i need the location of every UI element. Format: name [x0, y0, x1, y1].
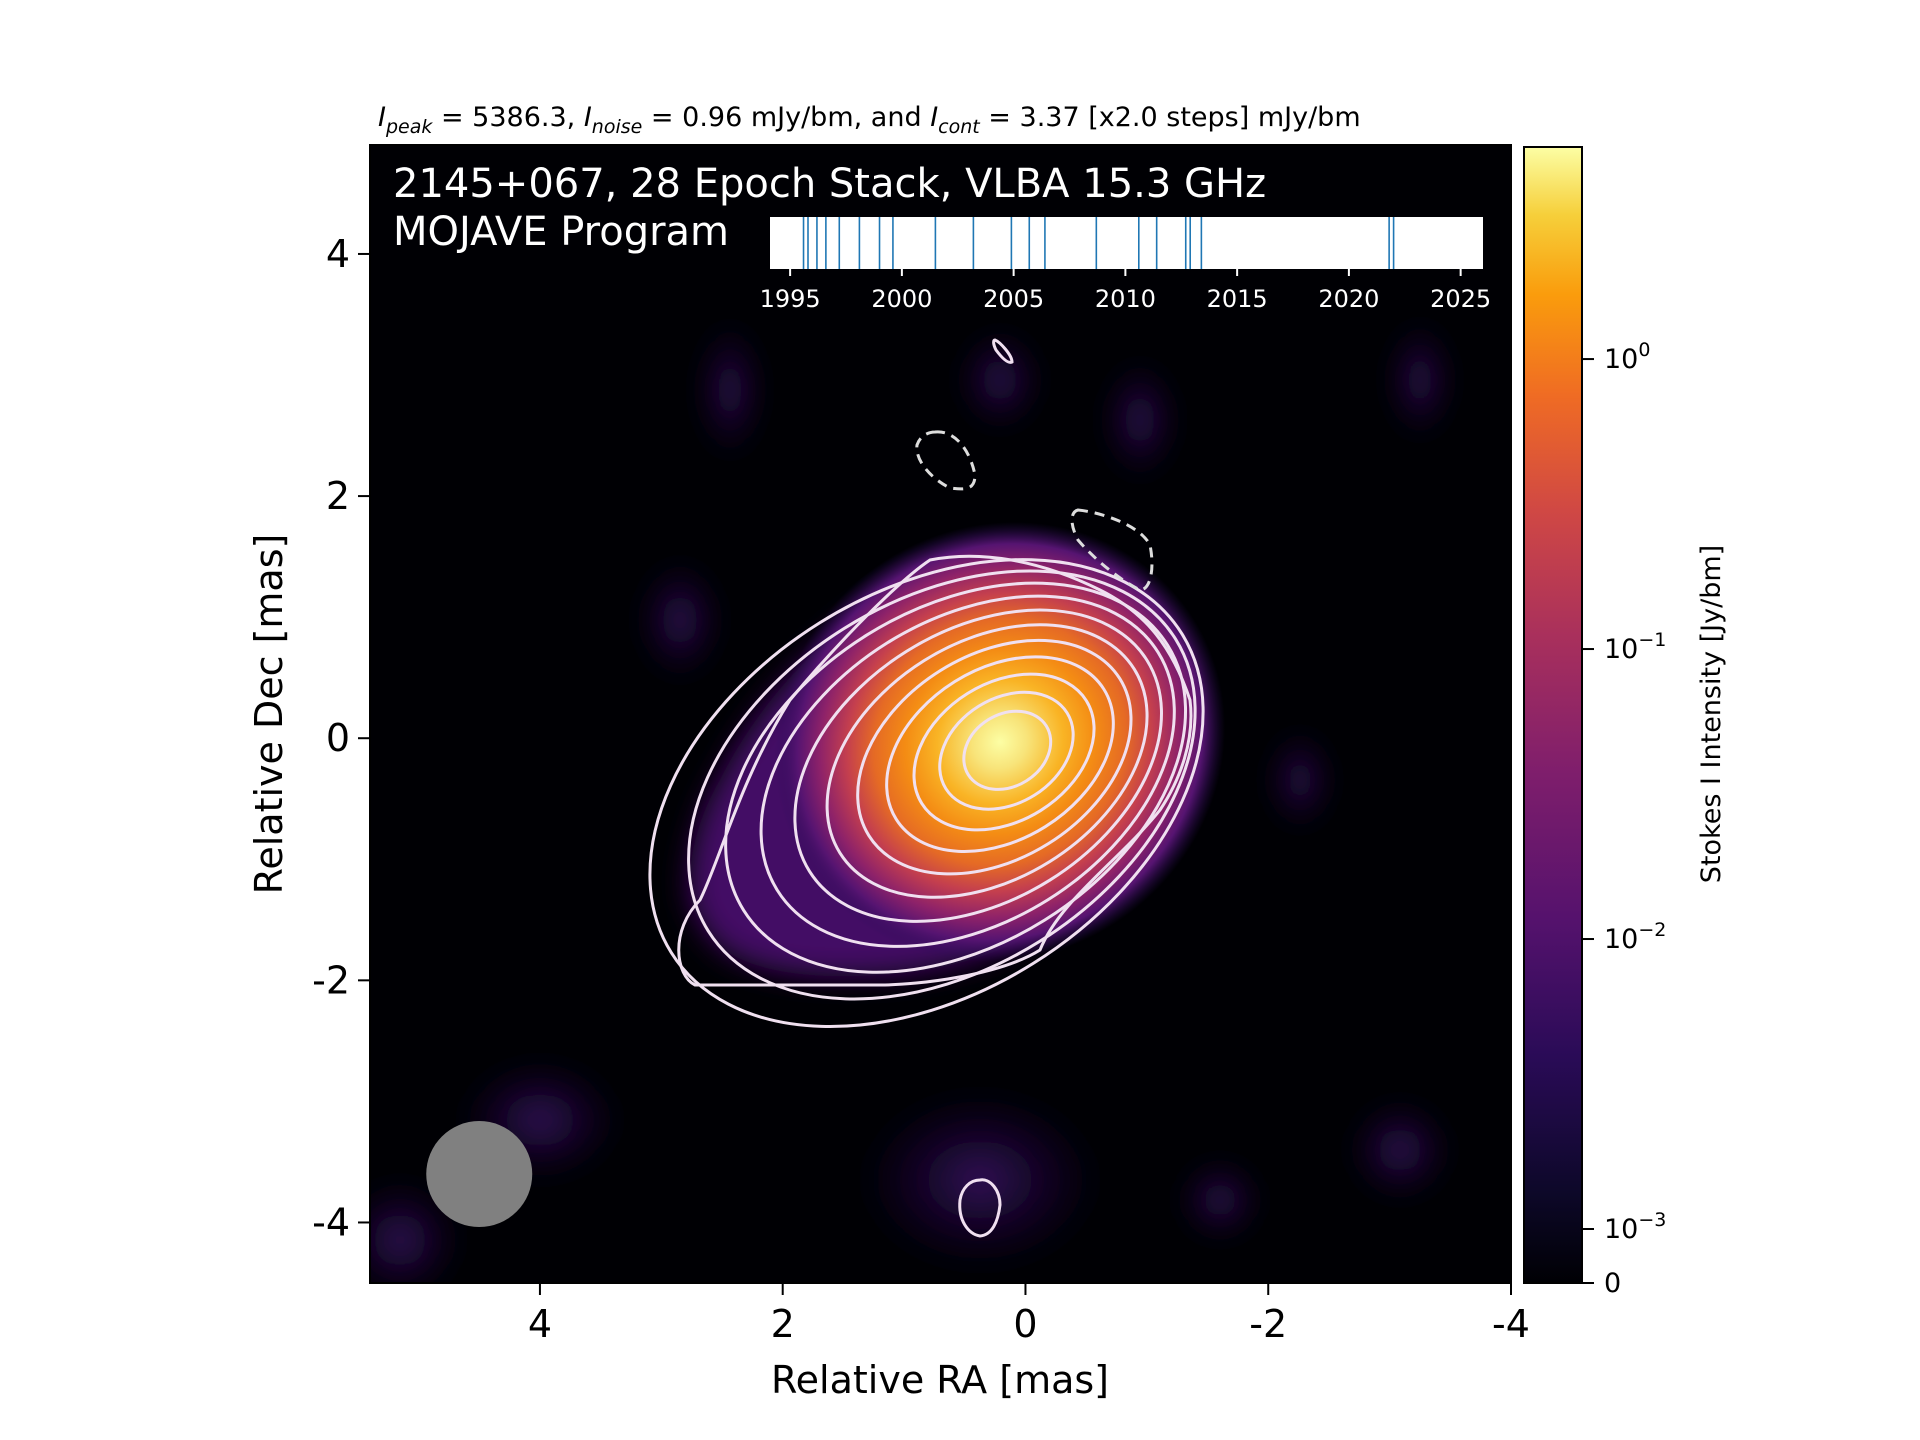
contour-level [793, 608, 1163, 923]
epoch-axis-ticks: 1995 2000 2005 2010 2015 2020 2025 [760, 269, 1491, 313]
colorbar-tick-label: 100 [1604, 339, 1650, 375]
colorbar-tick-label: 0 [1604, 1268, 1621, 1299]
epochs-inset: 1995 2000 2005 2010 2015 2020 2025 [760, 217, 1491, 313]
beam-ellipse [426, 1121, 533, 1228]
negative-contour [915, 430, 977, 491]
epoch-tick-label: 2010 [1095, 285, 1156, 313]
noise-subscript: noise [592, 116, 643, 138]
epoch-tick-label: 2000 [871, 285, 932, 313]
negative-contour [1070, 508, 1154, 592]
epoch-lines [802, 217, 1395, 269]
epoch-tick-label: 2015 [1207, 285, 1268, 313]
program-title: MOJAVE Program [393, 209, 729, 255]
x-axis-label: Relative RA [mas] [771, 1358, 1109, 1402]
epoch-tick-label: 2025 [1430, 285, 1491, 313]
y-axis-label: Relative Dec [mas] [247, 534, 291, 895]
colorbar-tick-label: 10−2 [1604, 919, 1666, 955]
colorbar: 100 10−1 10−2 10−3 0 Stokes I Intensity [Jy/… [1523, 146, 1727, 1299]
y-tick-label: -2 [312, 958, 350, 1002]
contour-level [825, 623, 1149, 899]
image-frame [369, 144, 1512, 1284]
contour-level [687, 569, 1197, 1001]
noise-value: 0.96 mJy/bm, and [682, 102, 921, 133]
colorbar-ticks: 100 10−1 10−2 10−3 0 [1582, 339, 1666, 1299]
stats-header: Ipeak = 5386.3, Inoise = 0.96 mJy/bm, an… [378, 102, 1361, 138]
contour-level [759, 594, 1176, 948]
contour-level [912, 672, 1096, 832]
colorbar-tick-label: 10−3 [1604, 1209, 1666, 1245]
negative-contours [915, 430, 1154, 592]
x-tick-label: 2 [771, 1302, 795, 1346]
x-tick-label: 0 [1013, 1302, 1037, 1346]
core-emission [774, 521, 1226, 963]
source-title: 2145+067, 28 Epoch Stack, VLBA 15.3 GHz [393, 161, 1266, 207]
contour-level [885, 655, 1115, 853]
x-tick-label: -2 [1249, 1302, 1287, 1346]
y-tick-label: -4 [312, 1200, 350, 1244]
colorbar-label: Stokes I Intensity [Jy/bm] [1696, 545, 1727, 883]
contour-level [962, 709, 1053, 791]
contour-lines [648, 554, 1205, 1029]
y-tick-label: 0 [326, 716, 350, 760]
y-axis: 4 2 0 -2 -4 [312, 232, 370, 1244]
x-axis: 4 2 0 -2 -4 [528, 1283, 1530, 1346]
cont-subscript: cont [938, 116, 981, 138]
image-panel: 2145+067, 28 Epoch Stack, VLBA 15.3 GHz … [369, 144, 1512, 1284]
cont-value: 3.37 [x2.0 steps] mJy/bm [1020, 102, 1361, 133]
contour-level [724, 581, 1188, 974]
peak-value: 5386.3 [472, 102, 566, 133]
isolated-contour [958, 1178, 1002, 1238]
isolated-contour [992, 338, 1014, 364]
y-tick-label: 2 [326, 474, 350, 518]
contour-level [648, 558, 1205, 1029]
x-tick-label: 4 [528, 1302, 552, 1346]
epochs-inset-box [770, 217, 1483, 269]
x-tick-label: -4 [1492, 1302, 1530, 1346]
contour-outer [677, 554, 1193, 987]
contour-level [938, 690, 1075, 811]
colorbar-gradient [1523, 146, 1583, 1284]
colorbar-tick-label: 10−1 [1604, 629, 1666, 665]
y-tick-label: 4 [326, 232, 350, 276]
epoch-tick-label: 1995 [760, 285, 821, 313]
epoch-tick-label: 2020 [1318, 285, 1379, 313]
contour-level [856, 638, 1133, 876]
epoch-tick-label: 2005 [983, 285, 1044, 313]
peak-subscript: peak [385, 116, 433, 138]
